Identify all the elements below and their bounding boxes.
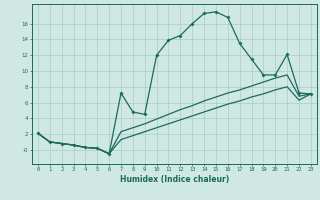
X-axis label: Humidex (Indice chaleur): Humidex (Indice chaleur) bbox=[120, 175, 229, 184]
